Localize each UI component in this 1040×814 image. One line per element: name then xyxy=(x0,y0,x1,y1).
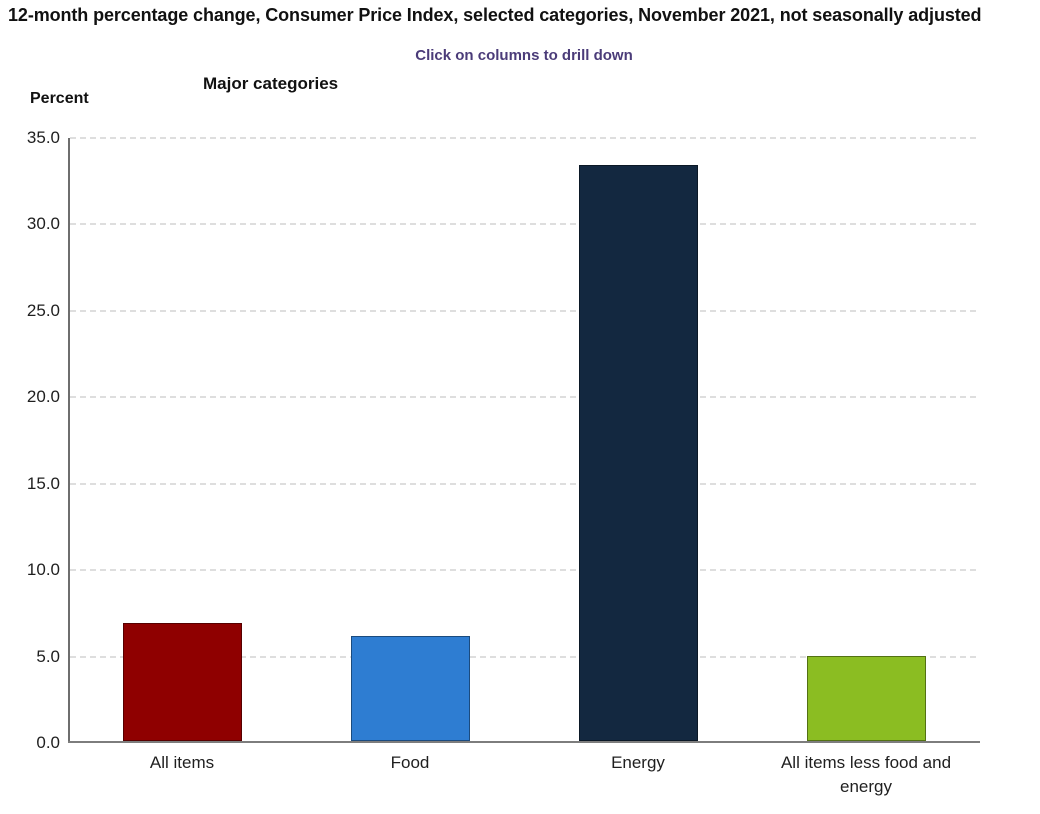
gridline-10.0 xyxy=(70,569,980,572)
chart-title: 12-month percentage change, Consumer Pri… xyxy=(8,5,982,25)
category-label-all-items-less-food-and-energy: All items less food and energy xyxy=(780,753,952,796)
ytick-label-15.0: 15.0 xyxy=(26,473,60,493)
gridline-5.0 xyxy=(70,655,980,658)
bar-energy[interactable] xyxy=(578,165,698,741)
bar-food[interactable] xyxy=(350,635,470,741)
category-label-all-items: All items xyxy=(149,753,215,772)
bar-all-items-less-food-and-energy[interactable] xyxy=(806,656,926,741)
gridline-20.0 xyxy=(70,396,980,399)
ytick-label-20.0: 20.0 xyxy=(26,387,60,407)
category-label-energy: Energy xyxy=(611,753,665,772)
gridline-15.0 xyxy=(70,482,980,485)
bar-all-items[interactable] xyxy=(122,623,242,741)
ytick-label-30.0: 30.0 xyxy=(26,214,60,234)
x-axis-line xyxy=(68,741,980,743)
gridline-35.0 xyxy=(70,137,980,139)
ytick-label-0.0: 0.0 xyxy=(36,733,60,752)
ytick-label-10.0: 10.0 xyxy=(26,560,60,580)
major-categories-label: Major categories xyxy=(203,74,339,93)
drilldown-hint: Click on columns to drill down xyxy=(415,47,633,64)
gridline-30.0 xyxy=(70,223,980,226)
ytick-label-5.0: 5.0 xyxy=(36,646,60,666)
ytick-label-25.0: 25.0 xyxy=(26,300,60,320)
ytick-label-35.0: 35.0 xyxy=(26,128,60,147)
plot-area: 0.0 5.0 10.0 15.0 20.0 25.0 30.0 35.0 All items F… xyxy=(27,128,980,796)
y-axis-title: Percent xyxy=(30,90,89,107)
category-label-food: Food xyxy=(390,753,430,772)
y-axis-line xyxy=(68,138,70,743)
gridline-25.0 xyxy=(70,309,980,312)
